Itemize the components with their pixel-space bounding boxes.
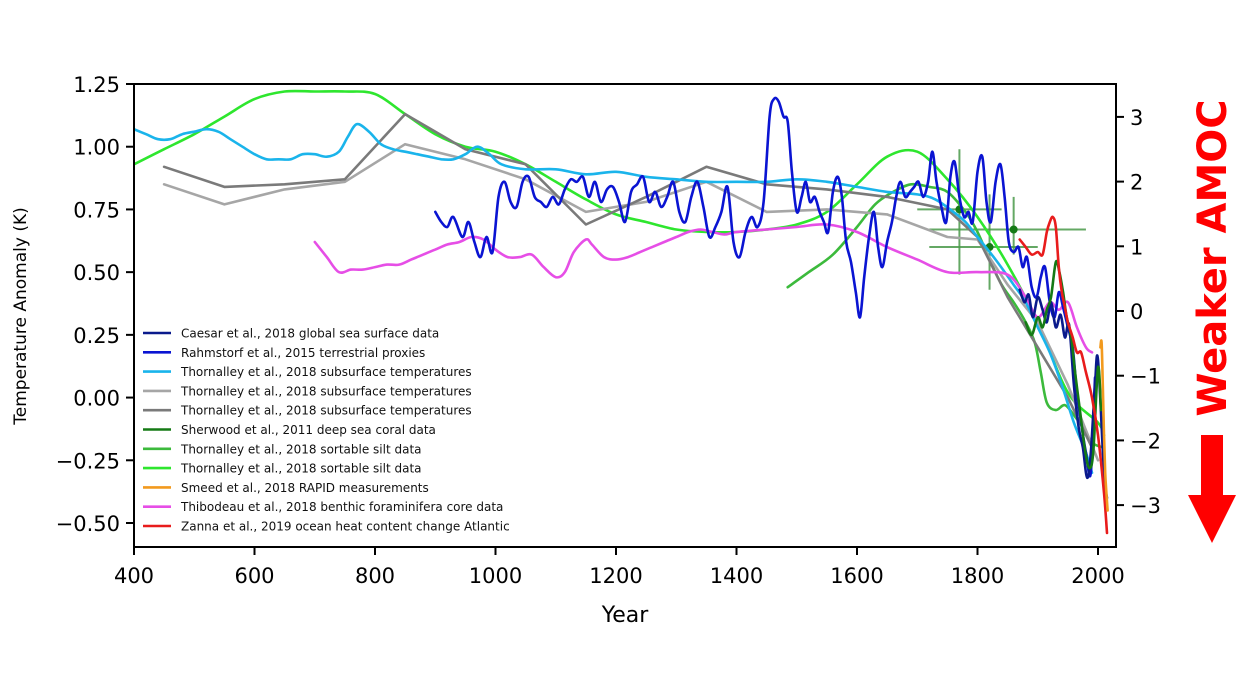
series-line	[134, 89, 1106, 437]
legend-item: Thibodeau et al., 2018 benthic foraminif…	[143, 500, 503, 514]
y-tick-label: 0.00	[73, 387, 120, 411]
y-axis-left: 1.25 1.00 0.75 0.50 0.25 0.00 −0.25 −0.50	[56, 73, 134, 536]
error-bar-point	[1009, 225, 1018, 234]
legend-item: Thornalley et al., 2018 sortable silt da…	[143, 462, 422, 476]
plot-frame	[133, 83, 1117, 548]
legend-item: Zanna et al., 2019 ocean heat content ch…	[143, 520, 510, 534]
y-tick-label: 0.25	[73, 324, 120, 348]
series-line	[1018, 215, 1109, 535]
series-line	[1099, 339, 1109, 512]
legend-item: Caesar et al., 2018 global sea surface d…	[143, 327, 439, 341]
legend-item: Rahmstorf et al., 2015 terrestrial proxi…	[143, 346, 425, 360]
y-tick-label: 1.00	[73, 136, 120, 160]
y2-tick-label: 2	[1130, 171, 1143, 195]
y2-tick-label: 0	[1130, 300, 1143, 324]
x-tick-label: 1000	[469, 564, 522, 588]
weaker-amoc-annotation: Weaker AMOC	[1190, 99, 1236, 416]
legend-label: Thibodeau et al., 2018 benthic foraminif…	[180, 500, 503, 514]
x-tick-label: 400	[114, 564, 154, 588]
legend: Caesar et al., 2018 global sea surface d…	[143, 327, 510, 534]
series-line	[134, 122, 1094, 475]
down-arrow-icon	[1188, 435, 1236, 543]
legend-item: Sherwood et al., 2011 deep sea coral dat…	[143, 423, 436, 437]
legend-label: Thornalley et al., 2018 subsurface tempe…	[180, 365, 472, 379]
legend-label: Rahmstorf et al., 2015 terrestrial proxi…	[181, 346, 425, 360]
x-tick-label: 1600	[830, 564, 883, 588]
x-tick-label: 800	[355, 564, 395, 588]
legend-label: Thornalley et al., 2018 sortable silt da…	[180, 442, 422, 456]
x-tick-label: 1400	[710, 564, 763, 588]
y-tick-label: −0.25	[56, 449, 120, 473]
legend-label: Zanna et al., 2019 ocean heat content ch…	[181, 520, 510, 534]
y-tick-label: 0.75	[73, 198, 120, 222]
x-axis: 400 600 800 1000 1200 1400 1600 1800 2000	[114, 547, 1125, 588]
y-axis-label: Temperature Anomaly (K)	[11, 207, 31, 425]
legend-item: Thornalley et al., 2018 subsurface tempe…	[143, 365, 472, 379]
x-tick-label: 1800	[951, 564, 1004, 588]
y2-tick-label: −3	[1130, 494, 1161, 518]
series-line	[434, 96, 1097, 478]
legend-item: Thornalley et al., 2018 subsurface tempe…	[143, 404, 472, 418]
y-axis-right: 3 2 1 0 −1 −2 −3	[1116, 106, 1161, 518]
legend-label: Caesar et al., 2018 global sea surface d…	[181, 327, 439, 341]
legend-item: Thornalley et al., 2018 sortable silt da…	[143, 442, 422, 456]
y2-tick-label: −2	[1130, 429, 1161, 453]
legend-label: Thornalley et al., 2018 subsurface tempe…	[180, 384, 472, 398]
legend-label: Thornalley et al., 2018 sortable silt da…	[180, 462, 422, 476]
series-line	[162, 112, 1094, 449]
y2-tick-label: −1	[1130, 365, 1161, 389]
series-lines	[134, 89, 1109, 535]
y2-tick-label: 3	[1130, 106, 1143, 130]
y-tick-label: 0.50	[73, 261, 120, 285]
legend-item: Thornalley et al., 2018 subsurface tempe…	[143, 384, 472, 398]
y-tick-label: 1.25	[73, 73, 120, 97]
legend-label: Sherwood et al., 2011 deep sea coral dat…	[181, 423, 436, 437]
x-axis-label: Year	[601, 603, 650, 628]
legend-label: Thornalley et al., 2018 subsurface tempe…	[180, 404, 472, 418]
y-tick-label: −0.50	[56, 512, 120, 536]
y2-tick-label: 1	[1130, 235, 1143, 259]
x-tick-label: 1200	[589, 564, 642, 588]
series-line	[313, 223, 1094, 354]
legend-item: Smeed et al., 2018 RAPID measurements	[143, 481, 429, 495]
x-tick-label: 600	[234, 564, 274, 588]
series-line	[1018, 288, 1109, 500]
legend-label: Smeed et al., 2018 RAPID measurements	[181, 481, 429, 495]
x-tick-label: 2000	[1071, 564, 1124, 588]
